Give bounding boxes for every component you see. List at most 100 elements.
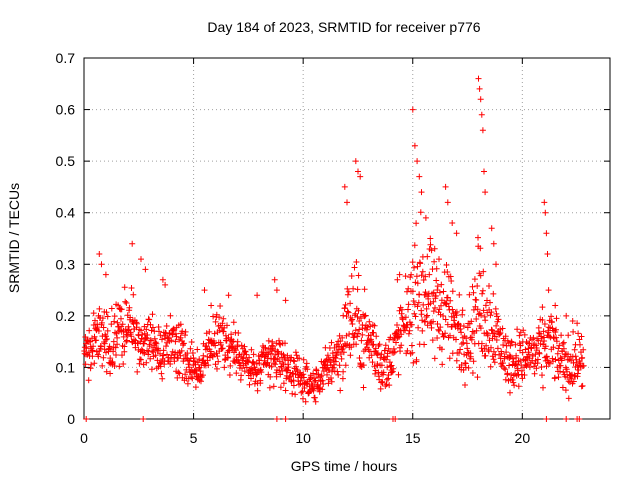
data-point (514, 365, 521, 372)
data-point (262, 344, 269, 351)
data-point (497, 329, 504, 336)
data-point (457, 346, 464, 353)
data-point (458, 329, 465, 336)
data-point (276, 337, 282, 344)
data-point (291, 358, 298, 365)
data-point (349, 321, 356, 327)
data-point (153, 340, 160, 347)
tick-labels: 0 0.1 0.2 0.3 0.4 0.5 0.6 0.7 0 5 10 15 20 (56, 50, 531, 446)
data-point (167, 361, 174, 367)
data-point (219, 345, 226, 352)
data-point (182, 328, 189, 335)
data-point (453, 336, 459, 343)
data-point (476, 85, 483, 92)
data-point (490, 290, 497, 297)
data-point (394, 276, 401, 283)
data-point (234, 338, 241, 345)
data-point (428, 247, 435, 254)
data-point (459, 307, 466, 314)
data-point (96, 251, 103, 257)
data-point (184, 380, 191, 387)
data-point (533, 365, 540, 372)
data-point (104, 336, 110, 342)
data-point (172, 338, 179, 345)
data-point (436, 289, 443, 296)
data-point (340, 349, 347, 356)
data-point (375, 350, 381, 357)
data-point (432, 304, 438, 311)
data-point (212, 318, 219, 325)
data-point (444, 199, 451, 206)
data-point (212, 361, 219, 368)
data-point (119, 352, 125, 359)
data-point (258, 369, 265, 376)
data-point (341, 305, 348, 311)
data-point (355, 330, 361, 337)
data-point (310, 370, 317, 377)
data-point (444, 321, 451, 328)
data-point (549, 355, 556, 362)
data-point (146, 343, 153, 350)
data-point (185, 361, 192, 368)
data-point (569, 353, 576, 360)
data-point (438, 281, 445, 288)
data-point (104, 327, 111, 334)
data-point (144, 332, 151, 338)
data-point (398, 331, 405, 338)
data-point (225, 354, 231, 361)
data-point (462, 382, 468, 388)
data-point (204, 357, 211, 364)
data-point (120, 361, 127, 367)
data-point (123, 338, 130, 345)
data-point (553, 338, 560, 345)
data-point (242, 348, 248, 355)
data-point (180, 340, 187, 347)
data-point (272, 351, 279, 358)
data-point (440, 333, 447, 340)
data-point (250, 351, 257, 358)
data-point (469, 283, 476, 290)
data-point (337, 338, 344, 345)
data-point (170, 326, 176, 333)
data-point (420, 277, 427, 283)
data-point (488, 309, 495, 316)
data-point (203, 343, 210, 350)
data-point (507, 389, 513, 396)
data-point (430, 298, 437, 305)
data-point (415, 299, 422, 306)
data-point (91, 333, 98, 340)
data-point (123, 300, 130, 306)
data-point (580, 346, 587, 353)
data-point (560, 345, 567, 352)
data-point (182, 371, 189, 378)
data-point (352, 158, 359, 165)
data-point (480, 268, 487, 275)
data-point (242, 348, 249, 355)
data-point (553, 315, 560, 322)
data-point (128, 333, 135, 340)
data-point (482, 302, 489, 309)
data-point (491, 359, 498, 366)
data-point (339, 375, 346, 382)
data-point (541, 338, 548, 344)
data-point (431, 245, 438, 252)
x-tick-label: 5 (190, 430, 198, 446)
data-point (502, 333, 509, 340)
data-point (460, 339, 467, 346)
data-point (101, 340, 108, 347)
data-point (436, 327, 443, 334)
data-point (574, 320, 581, 327)
data-point (269, 338, 276, 345)
data-point (397, 348, 404, 355)
data-point (230, 319, 237, 326)
data-point (217, 303, 224, 309)
data-point (570, 328, 577, 335)
data-point (474, 306, 481, 313)
data-point (304, 366, 311, 373)
data-point (563, 416, 570, 422)
data-point (191, 358, 198, 364)
data-point (449, 220, 456, 226)
data-point (177, 352, 184, 359)
data-point (163, 343, 169, 350)
data-point (100, 324, 107, 331)
